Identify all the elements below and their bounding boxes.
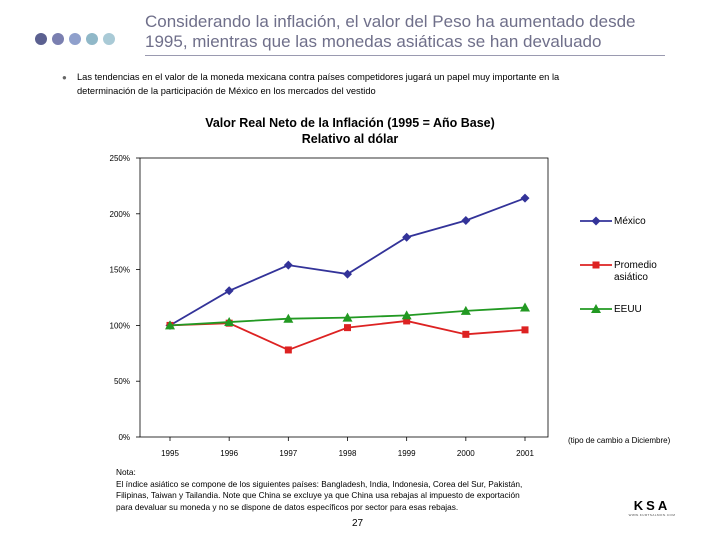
header-dot	[86, 33, 98, 45]
ksa-logo: KSA WWW.KURTSALMON.COM	[622, 498, 682, 517]
bullet-icon: ●	[62, 73, 67, 82]
y-tick-label: 200%	[110, 210, 130, 219]
legend-marker	[591, 304, 601, 313]
data-point	[224, 317, 235, 327]
header-dot	[35, 33, 47, 45]
legend-label: EEUU	[614, 304, 642, 315]
header-dot	[103, 33, 115, 45]
bullet-text-line2: determinación de la participación de Méx…	[77, 86, 376, 96]
data-point	[460, 305, 471, 315]
x-tick-label: 1998	[339, 449, 357, 458]
data-point	[343, 269, 352, 279]
data-point	[283, 313, 294, 323]
x-tick-label: 1997	[279, 449, 297, 458]
data-point	[521, 326, 529, 334]
page-title-line2: 1995, mientras que las monedas asiáticas…	[145, 32, 602, 51]
chart-title-line2: Relativo al dólar	[301, 132, 399, 146]
data-point	[462, 330, 470, 338]
data-point	[401, 310, 412, 320]
page-title: Considerando la inflación, el valor del …	[145, 12, 715, 52]
bullet-text-line1: Las tendencias en el valor de la moneda …	[77, 72, 560, 82]
y-tick-label: 150%	[110, 266, 130, 275]
x-tick-label: 2001	[516, 449, 534, 458]
footnote: Nota: El índice asiático se compone de l…	[116, 467, 626, 513]
y-tick-label: 50%	[114, 377, 130, 386]
data-point	[520, 302, 530, 312]
legend-marker	[592, 261, 600, 269]
logo-subtext: WWW.KURTSALMON.COM	[628, 513, 676, 517]
x-tick-label: 1995	[161, 449, 179, 458]
footnote-line1: Nota:	[116, 467, 136, 477]
x-axis-note: (tipo de cambio a Diciembre)	[568, 436, 671, 445]
x-tick-label: 1999	[398, 449, 416, 458]
chart-title-line1: Valor Real Neto de la Inflación (1995 = …	[205, 116, 495, 130]
title-divider	[145, 55, 665, 56]
header-dots	[35, 33, 115, 45]
y-tick-label: 100%	[110, 321, 130, 330]
data-point	[520, 193, 530, 203]
plot-area	[139, 157, 549, 438]
data-point	[342, 312, 353, 322]
header-dot	[69, 33, 81, 45]
y-tick-label: 250%	[110, 154, 130, 163]
footnote-line4: para devaluar su moneda y no se dispone …	[116, 501, 459, 512]
legend-label: México	[614, 216, 646, 227]
data-point	[224, 286, 234, 296]
page-title-line1: Considerando la inflación, el valor del …	[145, 12, 636, 31]
header-dot	[52, 33, 64, 45]
footnote-line2: El índice asiático se compone de los sig…	[116, 478, 523, 489]
page-number: 27	[352, 518, 364, 529]
data-point	[165, 320, 175, 330]
x-tick-label: 1996	[220, 449, 238, 458]
x-tick-label: 2000	[457, 449, 475, 458]
y-tick-label: 0%	[118, 433, 130, 442]
data-point	[461, 215, 471, 225]
data-point	[283, 260, 293, 270]
logo-text: KSA	[633, 498, 671, 513]
legend-marker	[591, 216, 601, 226]
chart-title: Valor Real Neto de la Inflación (1995 = …	[150, 115, 550, 147]
data-point	[284, 346, 292, 354]
data-point	[402, 232, 412, 242]
data-point	[403, 317, 411, 325]
footnote-line3: Filipinas, Taiwan y Tailandia. Note que …	[116, 490, 520, 500]
legend-label: asiático	[614, 272, 648, 283]
series-line	[169, 197, 526, 327]
data-point	[344, 324, 351, 332]
legend-label: Promedio	[614, 260, 657, 271]
bullet-text: Las tendencias en el valor de la moneda …	[77, 70, 677, 98]
